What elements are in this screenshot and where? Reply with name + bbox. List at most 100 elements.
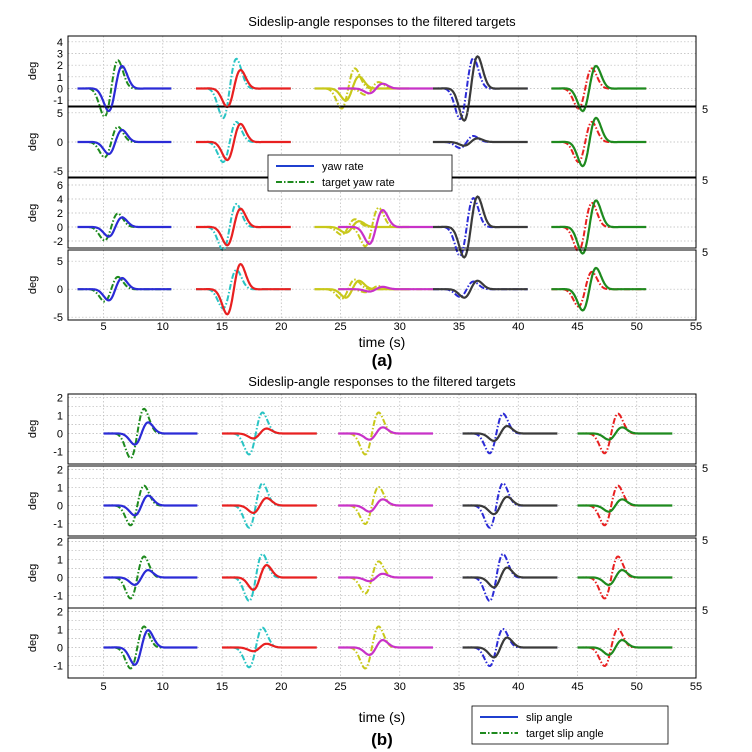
x-tick-label: 40 — [512, 681, 524, 693]
response-trace-1 — [196, 68, 291, 109]
y-axis-label: deg — [27, 420, 39, 438]
y-tick-label: 1 — [57, 72, 63, 84]
x-tick-label: 10 — [157, 681, 169, 693]
x-tick-label: 30 — [394, 681, 406, 693]
y-tick-label: 1 — [57, 555, 63, 567]
response-trace-4 — [577, 426, 673, 441]
chart-a-title: Sideslip-angle responses to the filtered… — [248, 14, 516, 29]
y-tick-label: 2 — [57, 607, 63, 619]
x-tick-label: 35 — [453, 321, 465, 333]
x-tick-label: 15 — [216, 321, 228, 333]
response-trace-2 — [338, 498, 433, 513]
axes-box — [67, 35, 697, 107]
response-trace-1 — [196, 262, 291, 316]
response-trace-1 — [222, 427, 317, 440]
response-trace-0 — [77, 216, 172, 238]
response-trace-5 — [551, 64, 647, 113]
response-trace-0 — [103, 421, 198, 446]
x-tick-label: 25 — [334, 681, 346, 693]
response-trace-0 — [103, 568, 198, 587]
y-tick-label: 0 — [57, 84, 63, 96]
y-tick-label: 4 — [57, 194, 63, 206]
target-trace-2 — [338, 625, 433, 670]
y-tick-label: 5 — [57, 256, 63, 268]
x-tick-label: 20 — [275, 681, 287, 693]
y-tick-label: 1 — [57, 625, 63, 637]
target-trace-0 — [77, 125, 172, 159]
target-trace-2 — [338, 411, 433, 456]
target-trace-4 — [577, 627, 673, 668]
response-trace-1 — [222, 563, 317, 592]
legend-entry-label: slip angle — [526, 712, 572, 724]
response-trace-2 — [338, 426, 433, 441]
response-trace-1 — [222, 496, 317, 515]
chart-1-legend: slip angle target slip angle — [471, 705, 669, 745]
y-tick-label: 2 — [57, 60, 63, 72]
target-trace-5 — [551, 270, 647, 308]
y-tick-label: -1 — [53, 95, 63, 107]
chart-0-subplot-3: -5 0 5 deg 5 — [27, 247, 708, 324]
response-trace-0 — [77, 128, 172, 156]
response-trace-4 — [433, 137, 528, 147]
x-tick-label: 5 — [100, 321, 106, 333]
side-tick-label: 5 — [702, 104, 708, 116]
y-tick-label: 2 — [57, 208, 63, 220]
response-trace-5 — [551, 116, 647, 168]
response-trace-0 — [103, 629, 198, 666]
legend-box — [471, 705, 669, 745]
y-tick-label: -5 — [53, 166, 63, 178]
axes-box — [67, 607, 697, 679]
axes-box — [67, 465, 697, 537]
x-tick-label: 40 — [512, 321, 524, 333]
y-tick-label: 0 — [57, 222, 63, 234]
target-trace-5 — [551, 201, 647, 252]
response-trace-1 — [196, 122, 291, 162]
y-axis-label: deg — [27, 204, 39, 222]
chart-1-subplot-3: -1 0 1 2 deg 5 — [27, 605, 708, 679]
x-tick-label: 45 — [571, 321, 583, 333]
chart-1-subplot-1: -1 0 1 2 deg 5 — [27, 463, 708, 537]
response-trace-1 — [222, 642, 317, 653]
x-tick-label: 30 — [394, 321, 406, 333]
x-tick-label: 20 — [275, 321, 287, 333]
y-tick-label: 2 — [57, 465, 63, 477]
target-trace-0 — [77, 59, 172, 118]
target-trace-1 — [222, 411, 317, 456]
y-axis-label: deg — [27, 276, 39, 294]
legend-entry-label: yaw rate — [322, 161, 364, 173]
response-trace-3 — [462, 636, 558, 659]
y-axis-label: deg — [27, 133, 39, 151]
target-trace-0 — [103, 555, 198, 600]
target-trace-4 — [577, 555, 673, 600]
x-tick-label: 55 — [690, 321, 702, 333]
chart-a-xlabel: time (s) — [359, 334, 406, 350]
response-trace-4 — [577, 638, 673, 657]
response-trace-3 — [462, 566, 558, 589]
chart-1-subplot-0: -1 0 1 2 deg — [27, 393, 697, 465]
y-tick-label: 0 — [57, 428, 63, 440]
chart-b-title: Sideslip-angle responses to the filtered… — [248, 374, 516, 389]
y-axis-label: deg — [27, 492, 39, 510]
axes-box — [67, 249, 697, 321]
response-trace-3 — [338, 285, 433, 293]
target-trace-4 — [433, 56, 528, 120]
y-tick-label: 0 — [57, 137, 63, 149]
chart-a-panel-label: (a) — [372, 351, 393, 370]
chart-b-xlabel: time (s) — [359, 709, 406, 725]
side-tick-label: 5 — [702, 463, 708, 475]
y-tick-label: 3 — [57, 49, 63, 61]
chart-0-legend: yaw rate target yaw rate — [267, 154, 453, 192]
chart-0-subplot-2: -2 0 2 4 6 deg 5 — [27, 175, 708, 259]
legend-entry-label: target slip angle — [526, 728, 604, 740]
y-tick-label: -2 — [53, 236, 63, 248]
x-tick-label: 10 — [157, 321, 169, 333]
response-trace-1 — [196, 207, 291, 247]
chart-b-panel-label: (b) — [371, 730, 393, 749]
response-trace-5 — [551, 266, 647, 312]
y-axis-label: deg — [27, 62, 39, 80]
y-tick-label: -1 — [53, 590, 63, 602]
y-axis-label: deg — [27, 634, 39, 652]
y-tick-label: -1 — [53, 446, 63, 458]
